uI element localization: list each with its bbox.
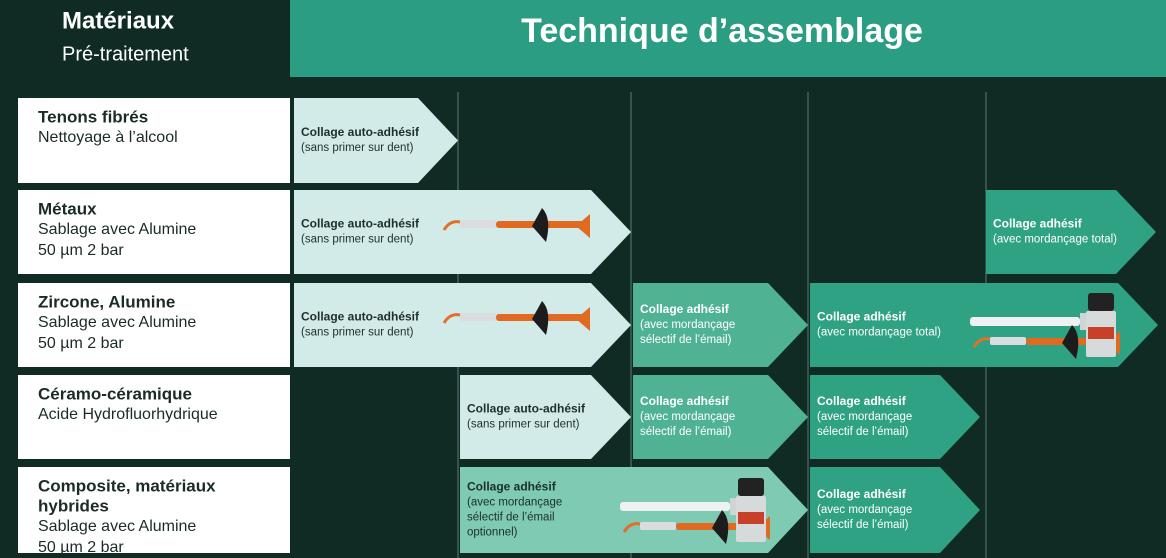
technique-title: Collage auto-adhésif xyxy=(301,125,420,139)
syringe-end xyxy=(576,214,590,238)
technique-note: (avec mordançage xyxy=(467,497,562,509)
syringe-handle xyxy=(532,208,549,242)
technique-title: Collage adhésif xyxy=(817,310,907,324)
syringe-clear xyxy=(970,317,1080,326)
technique-title: Collage auto-adhésif xyxy=(301,310,420,324)
syringe-handle xyxy=(1062,325,1079,359)
material-box xyxy=(18,98,290,183)
material-name: Métaux xyxy=(38,199,97,218)
syringe-barrel xyxy=(460,313,496,321)
arrow-shape xyxy=(810,467,980,553)
arrow-shape xyxy=(294,283,631,367)
pretreatment: Sablage avec Alumine xyxy=(38,314,196,331)
bottle-label xyxy=(1088,327,1114,339)
syringe-tip xyxy=(442,313,461,324)
technique-arrow: Collage adhésif (avec mordançage sélectif … xyxy=(633,375,808,459)
technique-note: (sans primer sur dent) xyxy=(301,327,414,339)
arrow-shape xyxy=(633,283,808,367)
pretreatment: 50 µm 2 bar xyxy=(38,539,124,556)
syringe-handle xyxy=(532,301,549,335)
arrow-shape xyxy=(294,190,631,274)
pretreatment: 50 µm 2 bar xyxy=(38,242,124,259)
banner-title: Technique d’assemblage xyxy=(521,12,923,50)
material-name: hybrides xyxy=(38,496,109,515)
technique-arrow: Collage adhésif (avec mordançage sélectif … xyxy=(810,375,980,459)
material-box xyxy=(18,467,290,553)
syringe-tip xyxy=(442,220,461,231)
technique-arrow: Collage adhésif (avec mordançage sélectif … xyxy=(460,467,808,553)
syringe-handle xyxy=(712,510,729,544)
pretreatment: Acide Hydrofluorhydrique xyxy=(38,406,218,423)
technique-arrow: Collage auto-adhésif (sans primer sur den… xyxy=(294,190,631,274)
material-name: Céramo-céramique xyxy=(38,384,192,403)
technique-arrow: Collage adhésif (avec mordançage sélectif … xyxy=(633,283,808,367)
technique-note: (sans primer sur dent) xyxy=(301,142,414,154)
bottle-cap xyxy=(738,478,764,496)
technique-note: (avec mordançage xyxy=(640,319,735,331)
technique-note: (sans primer sur dent) xyxy=(301,234,414,246)
syringe-end xyxy=(576,307,590,331)
technique-title: Collage auto-adhésif xyxy=(467,402,586,416)
technique-note: (avec mordançage xyxy=(817,504,912,516)
material-box xyxy=(18,190,290,274)
material-name: Tenons fibrés xyxy=(38,107,148,126)
technique-title: Collage adhésif xyxy=(640,302,730,316)
syringe-clear-end xyxy=(730,498,736,515)
syringe-tip xyxy=(622,522,641,533)
syringe-clear xyxy=(620,502,730,511)
technique-title: Collage adhésif xyxy=(817,394,907,408)
technique-title: Collage auto-adhésif xyxy=(301,217,420,231)
pretreatment: Sablage avec Alumine xyxy=(38,221,196,238)
technique-note: sélectif de l’émail) xyxy=(817,426,909,438)
syringe-barrel xyxy=(460,220,496,228)
technique-note: optionnel) xyxy=(467,527,518,539)
technique-arrow: Collage adhésif (avec mordançage total) xyxy=(810,283,1158,367)
syringe-barrel xyxy=(990,337,1026,345)
technique-note: (sans primer sur dent) xyxy=(467,419,580,431)
pretreatment: Nettoyage à l’alcool xyxy=(38,129,178,146)
arrow-shape xyxy=(986,190,1156,274)
technique-title: Collage adhésif xyxy=(467,480,557,494)
material-box xyxy=(18,375,290,459)
arrow-shape xyxy=(294,98,458,183)
syringe-clear-end xyxy=(1080,313,1086,330)
technique-arrow: Collage auto-adhésif (sans primer sur den… xyxy=(294,283,631,367)
technique-arrow: Collage adhésif (avec mordançage total) xyxy=(986,190,1156,274)
technique-note: sélectif de l’émail) xyxy=(640,426,732,438)
technique-note: sélectif de l’émail xyxy=(467,512,555,524)
bottle-label xyxy=(738,512,764,524)
technique-note: (avec mordançage total) xyxy=(993,234,1117,246)
technique-title: Collage adhésif xyxy=(640,394,730,408)
technique-arrow: Collage auto-adhésif (sans primer sur den… xyxy=(294,98,458,183)
technique-title: Collage adhésif xyxy=(817,487,907,501)
technique-title: Collage adhésif xyxy=(993,217,1083,231)
technique-note: (avec mordançage total) xyxy=(817,327,941,339)
bottle-cap xyxy=(1088,293,1114,311)
pretreatment: 50 µm 2 bar xyxy=(38,335,124,352)
pretreatment: Sablage avec Alumine xyxy=(38,518,196,535)
technique-arrow: Collage auto-adhésif (sans primer sur den… xyxy=(460,375,631,459)
arrow-shape xyxy=(633,375,808,459)
material-name: Composite, matériaux xyxy=(38,476,216,495)
material-name: Zircone, Alumine xyxy=(38,292,175,311)
technique-note: sélectif de l’émail) xyxy=(640,334,732,346)
technique-note: (avec mordançage xyxy=(817,411,912,423)
header-subtitle: Pré-traitement xyxy=(62,43,189,65)
technique-note: sélectif de l’émail) xyxy=(817,519,909,531)
arrow-shape xyxy=(810,375,980,459)
arrow-shape xyxy=(460,375,631,459)
banner xyxy=(290,0,1166,77)
technique-arrow: Collage adhésif (avec mordançage sélectif … xyxy=(810,467,980,553)
material-box xyxy=(18,283,290,367)
syringe-barrel xyxy=(640,522,676,530)
syringe-tip xyxy=(972,337,991,348)
header-title: Matériaux xyxy=(62,7,175,34)
technique-note: (avec mordançage xyxy=(640,411,735,423)
